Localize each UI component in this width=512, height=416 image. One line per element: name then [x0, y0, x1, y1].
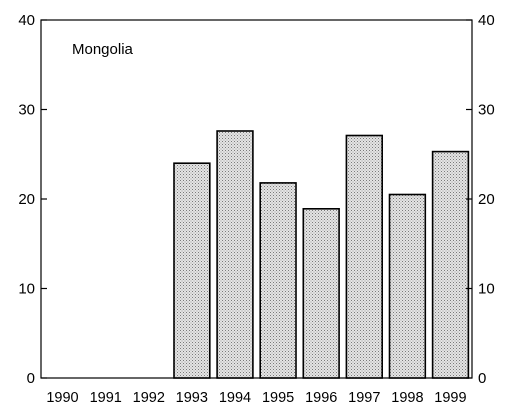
x-tick-label: 1995	[262, 390, 294, 406]
bar-1993	[173, 162, 211, 379]
x-tick-label: 1990	[46, 390, 78, 406]
bar-1998	[388, 193, 427, 379]
x-tick-label: 1994	[219, 390, 251, 406]
y-tick-label-left: 10	[18, 281, 35, 298]
bar-1999	[431, 150, 470, 379]
bar-1995	[259, 182, 297, 379]
chart-title: Mongolia	[72, 41, 134, 58]
y-tick-label-right: 0	[478, 370, 486, 387]
x-tick-label: 1991	[90, 390, 122, 406]
x-tick-label: 1998	[391, 390, 423, 406]
x-tick-label: 1999	[434, 390, 466, 406]
x-tick-label: 1996	[305, 390, 337, 406]
y-tick-label-left: 0	[27, 370, 35, 387]
y-tick-label-right: 20	[478, 191, 495, 208]
y-tick-label-right: 40	[478, 12, 495, 29]
x-tick-label: 1993	[176, 390, 208, 406]
x-tick-label: 1997	[348, 390, 380, 406]
y-tick-label-left: 30	[18, 102, 35, 119]
y-tick-label-left: 40	[18, 12, 35, 29]
y-tick-label-right: 30	[478, 102, 495, 119]
x-tick-label: 1992	[133, 390, 165, 406]
bar-1997	[345, 134, 383, 379]
y-tick-label-right: 10	[478, 281, 495, 298]
y-tick-label-left: 20	[18, 191, 35, 208]
bar-1996	[302, 208, 340, 379]
bar-1994	[216, 130, 254, 379]
